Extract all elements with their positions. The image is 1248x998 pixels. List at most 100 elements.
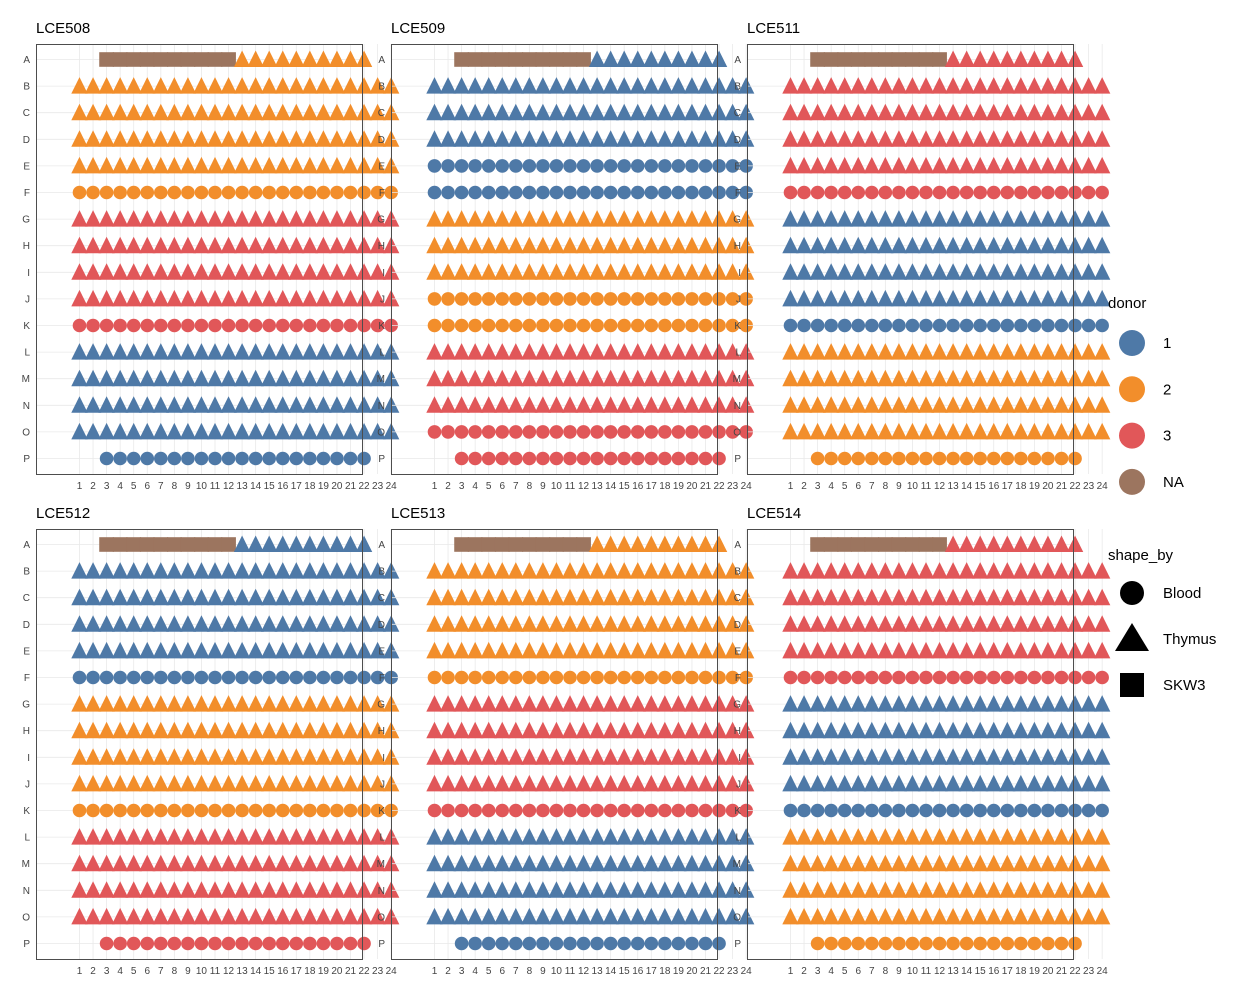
well-D21-thymus-mark xyxy=(342,130,359,147)
well-G24-thymus-mark xyxy=(737,210,755,227)
row-tick-label: F xyxy=(24,188,30,199)
well-C19-thymus-mark xyxy=(1026,103,1043,121)
well-K12-blood-mark xyxy=(932,318,947,333)
well-D4-thymus-mark xyxy=(466,615,484,632)
well-K20-blood-mark xyxy=(1041,803,1055,818)
well-B24-thymus-mark xyxy=(1093,562,1111,579)
well-K10-blood-mark xyxy=(194,803,209,818)
well-M8-thymus-mark xyxy=(521,854,538,872)
well-P16-blood-mark xyxy=(986,451,1001,466)
well-K10-blood-mark xyxy=(549,318,564,333)
well-O6-thymus-mark xyxy=(139,422,156,440)
well-K11-blood-mark xyxy=(919,803,933,818)
well-B22-thymus-mark xyxy=(1066,562,1084,579)
well-I13-thymus-mark xyxy=(233,748,251,765)
well-N22-thymus-mark xyxy=(355,396,373,413)
well-M22-thymus-mark xyxy=(1066,369,1084,387)
well-I18-thymus-mark xyxy=(656,748,674,765)
well-I15-thymus-mark xyxy=(616,748,633,765)
well-G7-thymus-mark xyxy=(863,695,880,712)
well-D12-thymus-mark xyxy=(931,615,948,632)
well-B13-thymus-mark xyxy=(233,77,251,94)
well-M22-thymus-mark xyxy=(355,369,373,387)
panel-border xyxy=(36,529,363,960)
well-F23-blood-mark xyxy=(1081,670,1096,685)
well-N20-thymus-mark xyxy=(683,881,701,898)
well-O5-blood-mark xyxy=(481,425,496,439)
well-H6-thymus-mark xyxy=(139,721,156,739)
well-G24-thymus-mark xyxy=(1093,210,1111,227)
well-M2-thymus-mark xyxy=(439,369,457,387)
well-C11-thymus-mark xyxy=(561,103,579,121)
well-A4-skw3-mark xyxy=(823,52,839,67)
well-I14-thymus-mark xyxy=(958,263,975,280)
well-O22-thymus-mark xyxy=(1066,422,1084,440)
well-M15-thymus-mark xyxy=(616,854,633,872)
well-N16-thymus-mark xyxy=(985,881,1002,898)
well-E19-thymus-mark xyxy=(315,641,332,659)
column-tick-label: 5 xyxy=(842,966,848,977)
well-G6-thymus-mark xyxy=(850,695,867,712)
well-F17-blood-mark xyxy=(644,185,659,200)
well-N22-thymus-mark xyxy=(355,881,373,898)
well-F17-blood-mark xyxy=(1000,670,1015,685)
well-P16-blood-mark xyxy=(986,936,1001,951)
well-F20-blood-mark xyxy=(330,670,344,685)
well-D3-thymus-mark xyxy=(98,615,115,632)
well-A22-thymus-mark xyxy=(355,535,373,552)
well-K17-blood-mark xyxy=(1000,803,1015,818)
well-N8-thymus-mark xyxy=(521,881,538,898)
well-A3-skw3-mark xyxy=(454,52,469,67)
well-P8-blood-mark xyxy=(522,936,537,951)
well-O5-thymus-mark xyxy=(125,907,142,925)
well-P6-blood-mark xyxy=(140,936,155,951)
row-tick-label: P xyxy=(734,454,741,465)
well-C11-thymus-mark xyxy=(917,103,935,121)
well-L2-thymus-mark xyxy=(439,828,457,845)
well-N2-thymus-mark xyxy=(439,881,457,898)
well-O3-thymus-mark xyxy=(453,907,470,925)
column-tick-label: 23 xyxy=(372,966,384,977)
well-H17-thymus-mark xyxy=(999,236,1016,254)
well-F7-blood-mark xyxy=(154,185,168,200)
panel-title: LCE508 xyxy=(36,20,90,37)
well-M18-thymus-mark xyxy=(1012,369,1030,387)
well-K15-blood-mark xyxy=(973,803,987,818)
row-tick-label: H xyxy=(378,241,385,252)
well-M2-thymus-mark xyxy=(795,854,813,872)
well-F8-blood-mark xyxy=(167,670,182,685)
well-M9-thymus-mark xyxy=(179,854,197,872)
panel-title: LCE509 xyxy=(391,20,445,37)
well-D22-thymus-mark xyxy=(710,615,728,632)
column-tick-label: 3 xyxy=(459,966,465,977)
row-tick-label: D xyxy=(378,135,385,146)
well-D14-thymus-mark xyxy=(247,130,264,147)
column-tick-label: 16 xyxy=(632,966,644,977)
column-tick-label: 18 xyxy=(659,966,671,977)
well-D7-thymus-mark xyxy=(152,130,169,147)
well-A4-skw3-mark xyxy=(112,537,128,552)
well-C3-thymus-mark xyxy=(453,103,470,121)
well-G4-thymus-mark xyxy=(822,210,840,227)
column-tick-label: 18 xyxy=(304,966,316,977)
well-L18-thymus-mark xyxy=(656,828,674,845)
column-tick-label: 7 xyxy=(869,966,875,977)
well-F17-blood-mark xyxy=(644,670,659,685)
well-E5-thymus-mark xyxy=(125,641,142,659)
well-F4-blood-mark xyxy=(824,185,838,200)
well-A7-skw3-mark xyxy=(864,52,880,67)
well-N8-thymus-mark xyxy=(877,396,894,413)
well-J20-thymus-mark xyxy=(683,774,701,792)
well-G13-thymus-mark xyxy=(588,210,606,227)
well-J21-thymus-mark xyxy=(342,289,359,307)
well-N15-thymus-mark xyxy=(616,881,633,898)
row-tick-label: N xyxy=(734,401,741,412)
well-I12-thymus-mark xyxy=(931,263,948,280)
well-H9-thymus-mark xyxy=(890,236,908,254)
well-E13-thymus-mark xyxy=(944,641,962,659)
well-K13-blood-mark xyxy=(946,803,960,818)
well-G18-thymus-mark xyxy=(301,210,319,227)
well-L8-thymus-mark xyxy=(166,343,183,360)
row-tick-label: A xyxy=(734,540,741,551)
